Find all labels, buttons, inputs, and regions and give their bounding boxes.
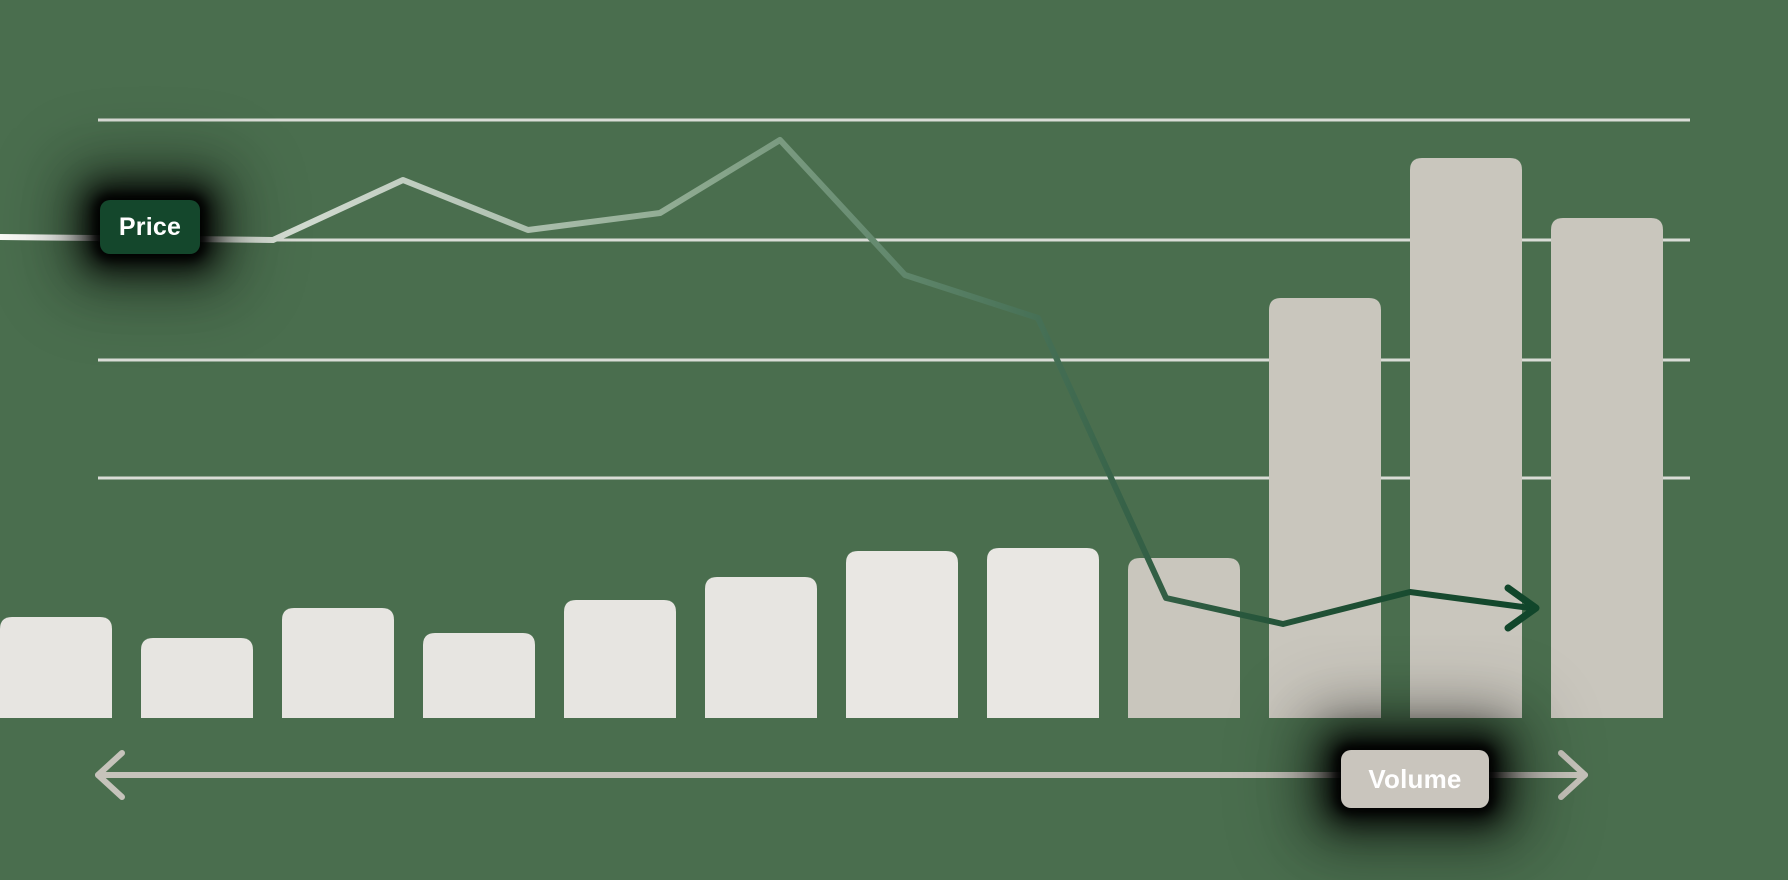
price-line [0,137,1540,632]
volume-bar [1551,218,1663,718]
volume-label-badge[interactable]: Volume [1341,750,1489,808]
price-label-text: Price [118,212,182,241]
volume-label-text: Volume [1368,763,1462,794]
volume-bar [282,608,394,718]
volume-bar [423,633,535,718]
volume-bar [705,577,817,718]
volume-bar [846,551,958,718]
volume-bar [1128,558,1240,718]
price-arrow-icon [1504,584,1540,632]
volume-bar [987,548,1099,718]
x-axis [95,750,1588,800]
volume-bar [0,617,112,718]
volume-bar [141,638,253,718]
volume-bars [0,158,1663,718]
price-label-badge[interactable]: Price [100,200,200,254]
volume-bar [1269,298,1381,718]
volume-bar [1410,158,1522,718]
x-axis-arrow-right-icon [1558,750,1588,800]
x-axis-arrow-left-icon [95,750,125,800]
volume-bar [564,600,676,718]
price-polyline [0,137,1533,627]
